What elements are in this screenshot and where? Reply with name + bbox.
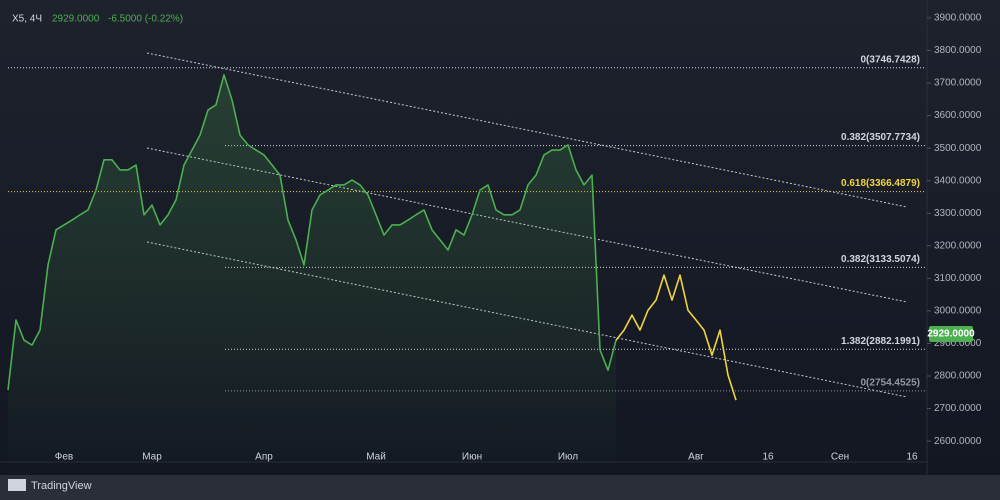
y-tick-label: 3300.0000 (934, 208, 982, 219)
y-tick-label: 3100.0000 (934, 273, 982, 284)
y-tick-label: 2800.0000 (934, 371, 982, 382)
x-tick-label: 16 (762, 452, 774, 463)
y-tick-label: 2600.0000 (934, 436, 982, 447)
price-change: -6.5000 (-0.22%) (108, 14, 183, 25)
fib-label: 0(3746.7428) (861, 54, 921, 65)
y-tick-label: 3700.0000 (934, 78, 982, 89)
y-tick-label: 3600.0000 (934, 110, 982, 121)
x-tick-label: Сен (831, 452, 849, 463)
fib-label: 1.382(2882.1991) (841, 336, 920, 347)
y-tick-label: 3400.0000 (934, 175, 982, 186)
y-tick-label: 3800.0000 (934, 45, 982, 56)
area-fill (8, 74, 616, 460)
fib-label: 0.382(3133.5074) (841, 254, 920, 265)
last-price: 2929.0000 (52, 14, 100, 25)
y-tick-label: 3900.0000 (934, 13, 982, 24)
y-tick-label: 3200.0000 (934, 240, 982, 251)
last-price-label: 2929.0000 (927, 329, 975, 340)
y-tick-label: 2900.0000 (934, 338, 982, 349)
brand: TradingView (31, 480, 92, 492)
price-line (615, 274, 737, 401)
x-tick-label: Авг (688, 452, 704, 463)
price-line (7, 74, 617, 391)
brand-logo (8, 479, 26, 491)
channel-line (146, 52, 908, 208)
x-tick-label: 16 (906, 452, 918, 463)
fib-label: 0.382(3507.7734) (841, 132, 920, 143)
y-tick-label: 3000.0000 (934, 306, 982, 317)
symbol-title: X5, 4Ч (12, 14, 42, 25)
fib-label: 0(2754.4525) (861, 377, 921, 388)
fib-label: 0.618(3366.4879) (841, 178, 920, 189)
y-tick-label: 2700.0000 (934, 403, 982, 414)
y-tick-label: 3500.0000 (934, 143, 982, 154)
last-price-box (929, 326, 973, 343)
